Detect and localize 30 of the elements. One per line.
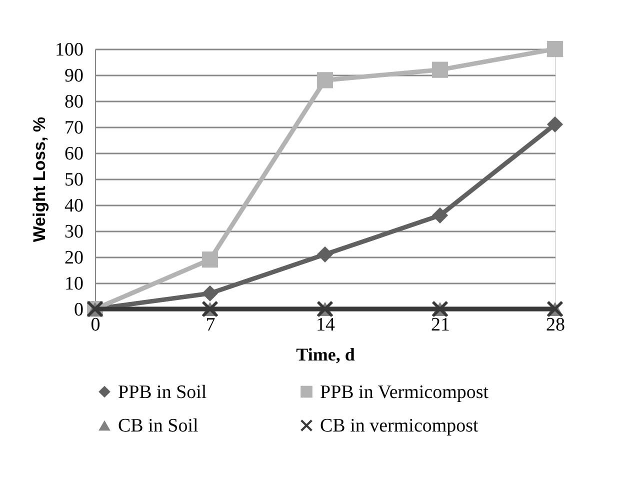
point	[202, 252, 218, 268]
x-tick-label: 28	[546, 314, 565, 336]
point	[546, 40, 564, 58]
y-tick-label: 50	[64, 170, 84, 190]
x-tick-label: 21	[431, 314, 450, 336]
point	[316, 246, 334, 262]
y-tick-label: 70	[64, 118, 84, 138]
point	[432, 62, 448, 78]
point	[546, 116, 564, 132]
point	[202, 285, 218, 302]
x-tick-label: 0	[90, 314, 100, 336]
x-tick-label: 7	[206, 314, 216, 336]
x-tick-label: 14	[316, 314, 336, 336]
legend-label: PPB in Vermicompost	[320, 382, 490, 403]
legend-label: CB in vermicompost	[320, 416, 480, 436]
y-tick-label: 10	[64, 274, 84, 294]
point	[432, 207, 448, 224]
legend-label: PPB in Soil	[118, 382, 207, 403]
y-tick-label: 30	[64, 222, 84, 242]
legend-label: CB in Soil	[118, 416, 198, 436]
y-tick-label: 100	[55, 40, 84, 60]
y-tick-label: 0	[74, 300, 84, 320]
y-axis-title: Weight Loss, %	[30, 116, 49, 242]
x-axis-title: Time, d	[296, 344, 355, 364]
y-tick-label: 90	[64, 66, 84, 86]
y-tick-label: 40	[64, 196, 84, 216]
y-tick-label: 60	[64, 144, 84, 164]
y-tick-label: 80	[64, 92, 84, 112]
point	[316, 72, 334, 88]
y-tick-label: 20	[64, 248, 84, 268]
